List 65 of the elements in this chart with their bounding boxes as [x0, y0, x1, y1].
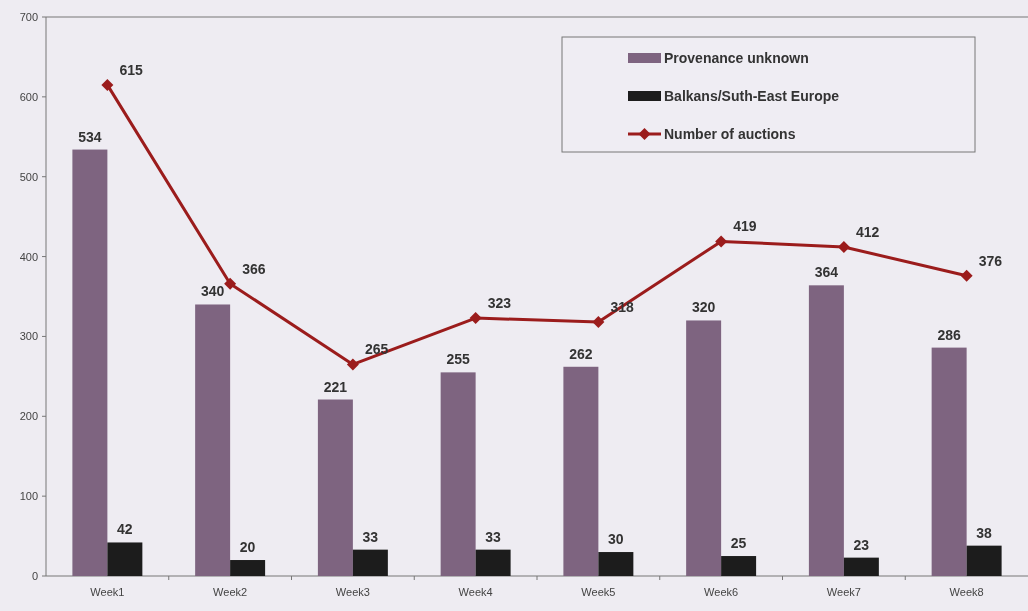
- bar: [230, 560, 266, 576]
- data-label: 364: [814, 264, 839, 281]
- data-label: 419: [733, 218, 757, 235]
- y-tick-label: 100: [19, 490, 38, 503]
- legend-label: Provenance unknown: [664, 50, 809, 66]
- legend-label: Balkans/Suth-East Europe: [664, 88, 840, 104]
- data-label: 412: [855, 223, 880, 240]
- bar: [808, 285, 844, 576]
- data-label: 265: [364, 341, 389, 358]
- data-label: 33: [485, 528, 502, 545]
- bar: [475, 549, 511, 576]
- bar: [352, 549, 388, 576]
- bar: [563, 366, 599, 576]
- point: [715, 235, 728, 248]
- bar: [72, 149, 108, 576]
- x-tick-label: Week4: [458, 586, 493, 598]
- data-label: 534: [78, 128, 102, 145]
- data-label: 42: [117, 521, 133, 538]
- data-label: 286: [937, 326, 962, 343]
- data-label: 366: [242, 260, 266, 277]
- y-tick-label: 400: [19, 250, 38, 263]
- bar: [440, 372, 476, 576]
- data-label: 23: [853, 536, 870, 553]
- point: [224, 277, 237, 290]
- point: [592, 316, 605, 329]
- x-tick-label: Week6: [704, 586, 739, 598]
- y-tick-label: 700: [19, 11, 38, 23]
- data-label: 221: [323, 378, 348, 395]
- data-label: 340: [200, 283, 225, 300]
- data-label: 38: [976, 524, 993, 541]
- data-label: 262: [569, 345, 593, 362]
- bar: [195, 304, 231, 576]
- x-tick-label: Week3: [335, 586, 370, 598]
- data-label: 33: [362, 528, 379, 545]
- y-tick-label: 600: [19, 90, 38, 103]
- data-label: 255: [446, 351, 471, 368]
- data-label: 20: [239, 539, 256, 556]
- x-tick-label: Week2: [213, 586, 248, 598]
- bar: [686, 320, 722, 576]
- point: [101, 78, 114, 91]
- legend-label: Number of auctions: [664, 126, 796, 142]
- bar: [966, 545, 1002, 576]
- data-label: 25: [730, 535, 747, 552]
- x-tick-label: Week8: [949, 586, 984, 598]
- point: [469, 312, 482, 325]
- bar: [843, 557, 879, 576]
- bar: [317, 399, 353, 576]
- data-label: 376: [978, 252, 1003, 269]
- point: [346, 358, 359, 371]
- y-tick-label: 0: [31, 570, 38, 582]
- x-tick-label: Week5: [581, 586, 616, 598]
- bar: [931, 347, 967, 576]
- data-label: 320: [691, 299, 716, 316]
- y-tick-label: 200: [19, 410, 38, 423]
- data-label: 615: [119, 61, 143, 78]
- y-tick-label: 300: [19, 330, 38, 343]
- bar: [107, 542, 143, 576]
- point: [960, 269, 973, 282]
- data-label: 323: [487, 295, 512, 312]
- bar: [721, 556, 757, 576]
- y-tick-label: 500: [19, 170, 38, 183]
- x-tick-label: Week1: [90, 586, 125, 598]
- bar: [598, 552, 634, 576]
- x-tick-label: Week7: [826, 586, 861, 598]
- data-label: 30: [608, 531, 624, 548]
